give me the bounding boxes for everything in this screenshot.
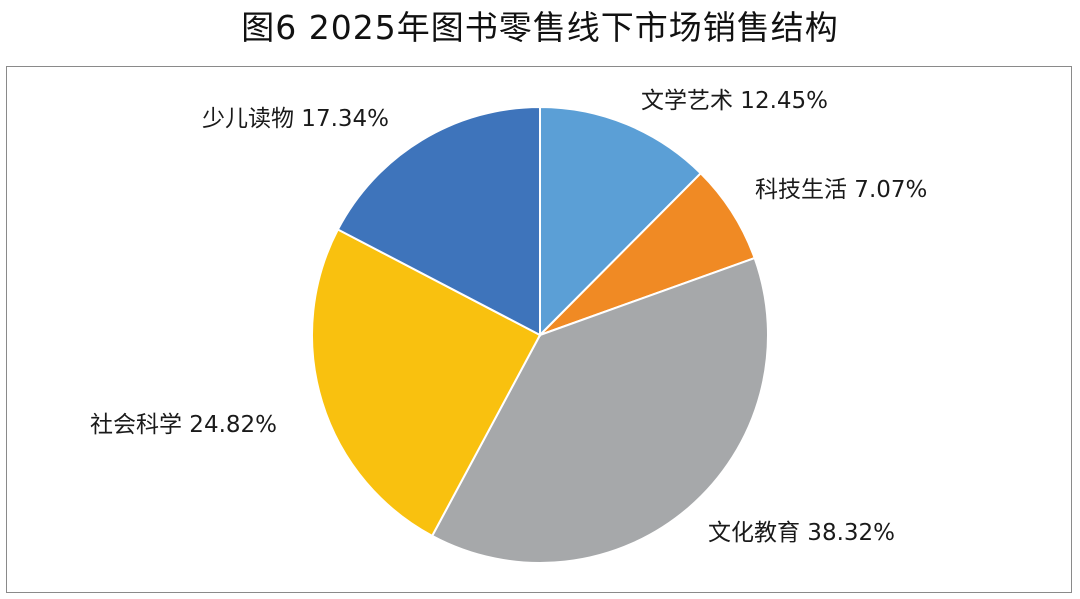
pie-slice-1 <box>539 105 703 338</box>
chart-frame <box>6 66 1072 593</box>
chart-title: 图6 2025年图书零售线下市场销售结构 <box>241 8 839 47</box>
slice-label-3: 文化教育 38.32% <box>708 520 895 546</box>
slice-label-5: 少儿读物 17.34% <box>202 106 389 132</box>
pie-slices <box>310 105 769 565</box>
slice-label-1: 文学艺术 12.45% <box>641 88 828 114</box>
slice-label-2: 科技生活 7.07% <box>755 177 927 203</box>
pie-slice-3 <box>430 256 769 565</box>
pie-slice-2 <box>539 171 756 336</box>
pie-slice-5 <box>336 105 541 337</box>
slice-label-4: 社会科学 24.82% <box>90 412 277 438</box>
slice-labels: 文学艺术 12.45% 科技生活 7.07% 文化教育 38.32% 社会科学 24.… <box>90 88 927 546</box>
